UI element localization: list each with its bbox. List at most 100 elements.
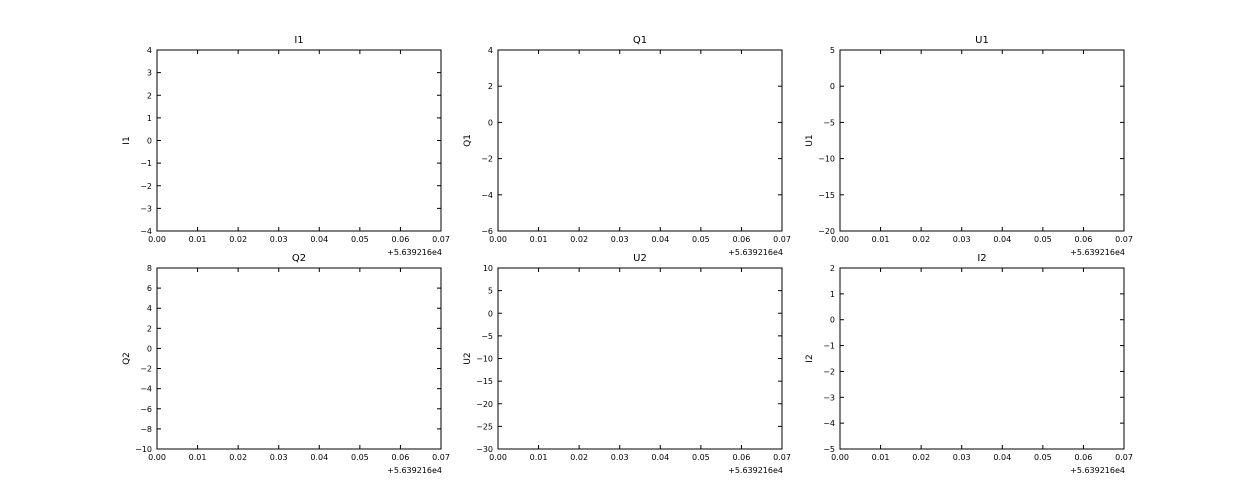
y-tick-label: −6 [481,227,493,236]
plot-frame [497,267,783,450]
x-tick-label: 0.05 [351,235,369,244]
subplot-u2: 0.00 0.01 0.02 0.03 0.04 0.05 0.06 0.07 10 5 0 −5 −1… [463,253,791,475]
y-tick-label: −1 [140,159,152,168]
x-tick-label: 0.00 [489,235,507,244]
x-tick-label: 0.01 [872,453,890,462]
y-tick-label: −3 [140,204,152,213]
x-tick-label: 0.02 [229,453,247,462]
x-tick-label: 0.02 [229,235,247,244]
x-tick-label: 0.01 [189,235,207,244]
x-tick-label: 0.03 [953,453,971,462]
subplot-q1: 0.00 0.01 0.02 0.03 0.04 0.05 0.06 0.07 4 2 0 −2 −4 −… [463,35,791,257]
y-tick-label: 0 [488,309,493,318]
x-tick-label: 0.06 [1075,453,1093,462]
subplot-q2: 0.00 0.01 0.02 0.03 0.04 0.05 0.06 0.07 8 6 4 2 0 −2 −… [122,253,450,475]
x-tick-label: 0.05 [692,235,710,244]
x-tick-label: 0.07 [1115,235,1133,244]
y-tick-label: −20 [476,400,493,409]
subplot-grid: 0.00 0.01 0.02 0.03 0.04 0.05 0.06 0.07 4 3 2 1 0 −1 −… [122,35,1133,475]
y-tick-label: −20 [818,227,835,236]
y-tick-label: −4 [140,227,152,236]
y-tick-label: 2 [488,82,493,91]
y-tick-label: −10 [135,445,152,454]
x-tick-label: 0.05 [692,453,710,462]
y-tick-label: 0 [830,316,835,325]
y-tick-label: 4 [147,304,152,313]
x-tick-label: 0.00 [148,453,166,462]
x-tick-label: 0.01 [872,235,890,244]
x-tick-label: 0.03 [611,453,629,462]
y-tick-label: 5 [830,46,835,55]
y-tick-label: 0 [830,82,835,91]
x-tick-label: 0.03 [270,453,288,462]
x-tick-label: 0.02 [570,235,588,244]
x-tick-label: 0.06 [1075,235,1093,244]
y-tick-label: −10 [818,155,835,164]
y-tick-label: −5 [481,332,493,341]
plot-frame [839,267,1125,450]
x-tick-label: 0.01 [530,453,548,462]
y-tick-label: 0 [147,344,152,353]
x-offset-label: +5.639216e4 [1070,248,1125,257]
y-tick-label: 3 [147,69,152,78]
y-tick-label: 2 [830,264,835,273]
x-tick-label: 0.04 [310,453,328,462]
y-tick-label: −30 [476,445,493,454]
x-tick-label: 0.06 [733,235,751,244]
y-tick-label: −6 [140,405,152,414]
x-tick-label: 0.03 [270,235,288,244]
x-offset-label: +5.639216e4 [387,248,442,257]
y-axis-label: I1 [122,136,132,144]
y-axis-label: U2 [463,352,473,364]
y-tick-label: −1 [823,342,835,351]
x-offset-label: +5.639216e4 [728,248,783,257]
subplot-i2: 0.00 0.01 0.02 0.03 0.04 0.05 0.06 0.07 2 1 0 −1 −2 −… [805,253,1133,475]
subplot-i1: 0.00 0.01 0.02 0.03 0.04 0.05 0.06 0.07 4 3 2 1 0 −1 −… [122,35,450,257]
subplot-title: I2 [977,253,986,264]
y-tick-label: −10 [476,355,493,364]
x-tick-label: 0.07 [432,453,450,462]
x-tick-label: 0.06 [392,235,410,244]
x-tick-label: 0.06 [733,453,751,462]
y-tick-label: −15 [818,191,835,200]
y-tick-label: 1 [830,290,835,299]
y-tick-label: −4 [481,191,493,200]
y-tick-label: −2 [140,365,152,374]
y-tick-label: 1 [147,114,152,123]
y-tick-label: −2 [823,367,835,376]
subplot-title: Q2 [292,253,306,264]
y-tick-label: 6 [147,284,152,293]
x-tick-label: 0.04 [993,453,1011,462]
x-tick-label: 0.03 [953,235,971,244]
y-tick-label: −4 [140,385,152,394]
y-tick-label: 4 [488,46,493,55]
x-tick-label: 0.05 [351,453,369,462]
plot-frame [156,267,442,450]
x-tick-label: 0.07 [773,235,791,244]
y-axis-label: I2 [805,354,815,362]
y-tick-label: 4 [147,46,152,55]
y-tick-label: −2 [481,155,493,164]
y-tick-label: 0 [147,137,152,146]
x-tick-label: 0.00 [148,235,166,244]
y-tick-label: −5 [823,118,835,127]
y-tick-label: −5 [823,445,835,454]
y-tick-label: −3 [823,393,835,402]
y-tick-label: −2 [140,182,152,191]
x-tick-label: 0.07 [1115,453,1133,462]
subplot-title: U1 [975,35,989,46]
subplot-title: U2 [633,253,647,264]
x-tick-label: 0.04 [651,453,669,462]
x-tick-label: 0.07 [432,235,450,244]
x-offset-label: +5.639216e4 [1070,466,1125,475]
y-tick-label: −25 [476,422,493,431]
x-tick-label: 0.04 [993,235,1011,244]
x-tick-label: 0.07 [773,453,791,462]
x-tick-label: 0.02 [912,235,930,244]
x-tick-label: 0.00 [489,453,507,462]
y-axis-label: Q1 [463,134,473,147]
x-tick-label: 0.02 [912,453,930,462]
subplot-u1: 0.00 0.01 0.02 0.03 0.04 0.05 0.06 0.07 5 0 −5 −10 −… [805,35,1133,257]
subplot-title: Q1 [633,35,647,46]
